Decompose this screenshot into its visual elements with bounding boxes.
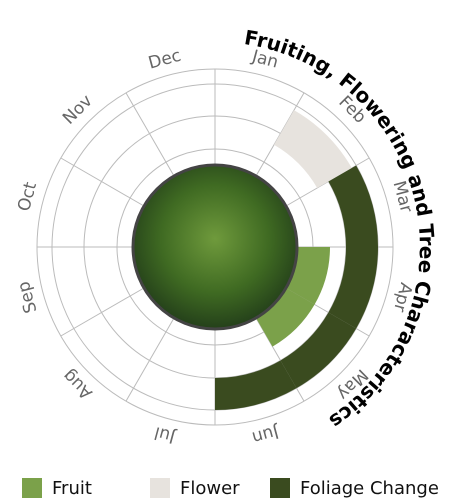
month-label: Sep: [14, 279, 42, 315]
month-label: Aug: [59, 365, 97, 403]
month-label: Jun: [250, 421, 282, 447]
legend-swatch: [22, 478, 42, 498]
legend-swatch: [270, 478, 290, 498]
legend-swatch: [150, 478, 170, 498]
legend-label: Fruit: [52, 478, 92, 499]
month-label: Oct: [14, 180, 41, 214]
chart: Fruiting, Flowering and Tree Characteris…: [0, 0, 473, 504]
legend-label: Flower: [180, 478, 240, 499]
tree-photo: [133, 165, 297, 329]
month-label: Dec: [146, 46, 183, 74]
month-label: Jul: [152, 422, 178, 447]
month-label: Nov: [59, 91, 97, 129]
legend: Fruit Flower Foliage Change: [22, 478, 439, 499]
legend-label: Foliage Change: [300, 478, 439, 499]
